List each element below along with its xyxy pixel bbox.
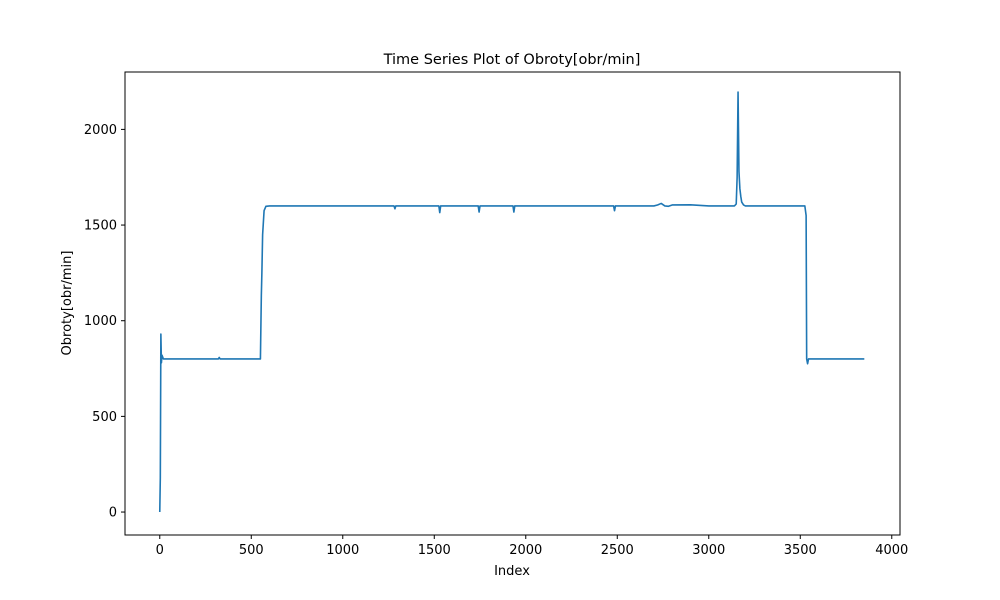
y-axis-label: Obroty[obr/min] xyxy=(60,251,75,356)
x-tick-label: 2500 xyxy=(601,543,634,558)
series-line-0 xyxy=(158,91,865,513)
plot-area xyxy=(124,71,901,536)
x-tick-label: 4000 xyxy=(875,543,908,558)
y-tick-label: 1500 xyxy=(84,219,117,234)
axis-ticks: 0 500 1000 1500 2000 2500 3000 3500 4000 0 500 1000… xyxy=(84,123,908,558)
y-tick-label: 0 xyxy=(109,506,117,521)
x-tick-label: 3000 xyxy=(692,543,725,558)
x-tick-label: 1000 xyxy=(326,543,359,558)
x-tick-label: 0 xyxy=(156,543,164,558)
y-tick-label: 1000 xyxy=(84,314,117,329)
axes-frame xyxy=(124,71,901,536)
x-tick-label: 3500 xyxy=(784,543,817,558)
x-tick-label: 1500 xyxy=(418,543,451,558)
y-tick-label: 2000 xyxy=(84,123,117,138)
chart-title: Time Series Plot of Obroty[obr/min] xyxy=(383,52,641,68)
x-tick-label: 500 xyxy=(239,543,264,558)
x-axis-label: Index xyxy=(494,564,530,579)
y-tick-label: 500 xyxy=(92,410,117,425)
x-tick-label: 2000 xyxy=(509,543,542,558)
